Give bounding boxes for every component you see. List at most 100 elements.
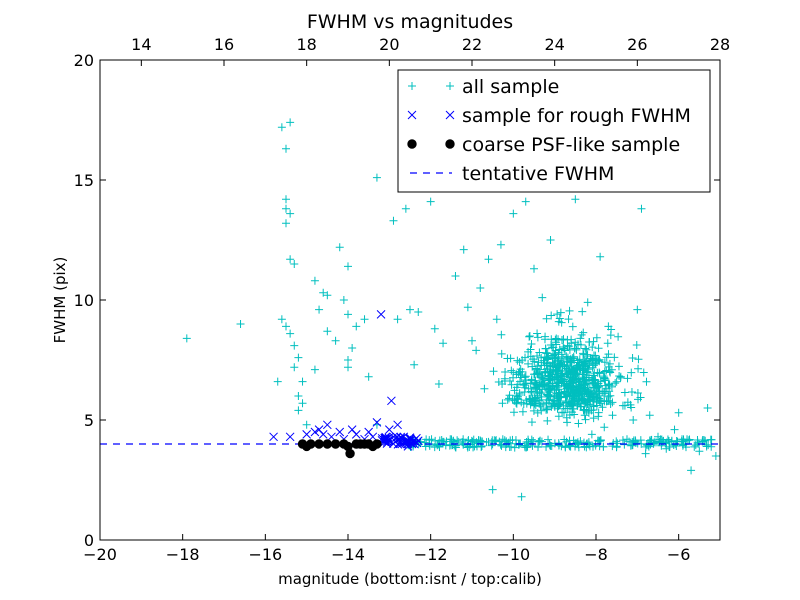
data-point-all-sample [557,318,566,327]
data-point-all-sample [563,335,572,344]
data-point-all-sample [530,399,539,408]
data-point-rough-fwhm [387,396,396,406]
data-point-all-sample [641,449,650,458]
data-point-all-sample [497,441,506,450]
y-tick-label: 10 [74,291,94,310]
data-point-all-sample [574,397,583,406]
data-point-all-sample [527,340,536,349]
data-point-all-sample [642,377,651,386]
data-point-all-sample [290,260,299,268]
data-point-all-sample [577,330,586,339]
data-point-all-sample [547,311,556,320]
data-point-all-sample [628,353,637,362]
data-point-all-sample [310,365,319,374]
data-point-all-sample [590,369,599,378]
data-point-all-sample [538,293,547,302]
data-point-rough-fwhm [384,425,394,434]
data-point-all-sample [534,369,543,378]
data-point-all-sample [524,359,533,368]
data-point-all-sample [290,363,299,372]
data-point-all-sample [533,408,542,417]
data-point-all-sample [515,358,524,367]
data-point-all-sample [553,366,562,375]
data-point-all-sample [500,374,509,383]
data-point-all-sample [497,330,506,339]
data-point-all-sample [527,387,536,396]
data-point-all-sample [573,374,582,383]
data-point-all-sample [555,388,564,397]
data-point-all-sample [632,340,641,349]
data-point-all-sample [598,403,607,412]
data-point-all-sample [556,308,565,317]
x-axis-label: magnitude (bottom:isnt / top:calib) [278,570,542,588]
data-point-all-sample [425,436,434,445]
data-point-all-sample [588,397,597,406]
data-point-all-sample [695,447,704,456]
data-point-all-sample [552,368,561,377]
data-point-all-sample [560,387,569,396]
data-point-all-sample [542,314,551,323]
data-point-all-sample [581,397,590,406]
data-point-all-sample [453,436,462,445]
data-point-rough-fwhm [372,418,382,427]
data-point-all-sample [566,392,575,401]
top-x-tick-label: 18 [296,35,316,54]
data-point-all-sample [498,399,507,408]
data-point-all-sample [512,391,521,400]
data-point-all-sample [505,394,514,403]
data-point-all-sample [677,437,686,446]
data-point-all-sample [406,305,414,314]
data-point-all-sample [519,380,528,389]
data-point-rough-fwhm [413,436,423,446]
plot-content [100,111,720,501]
top-x-tick-label: 20 [379,35,399,54]
data-point-all-sample [352,322,361,331]
data-point-all-sample [616,373,625,382]
data-point-all-sample [508,435,517,444]
x-tick-label: −20 [83,545,117,564]
data-point-all-sample [592,401,601,410]
data-point-psf-like [322,439,333,449]
data-point-rough-fwhm [335,427,345,437]
x-tick-label: −12 [414,545,448,564]
data-point-all-sample [530,264,538,273]
data-point-all-sample [507,442,516,451]
data-point-all-sample [604,392,613,401]
data-point-rough-fwhm [396,432,406,442]
data-point-all-sample [323,291,332,300]
data-point-all-sample [550,359,559,368]
data-point-all-sample [565,441,574,450]
data-point-all-sample [589,383,598,392]
data-point-all-sample [543,416,552,425]
data-point-all-sample [451,272,460,280]
data-point-all-sample [533,329,542,338]
data-point-all-sample [344,262,352,271]
data-point-all-sample [588,343,597,352]
data-point-all-sample [512,370,521,379]
data-point-rough-fwhm [269,432,278,442]
data-point-all-sample [393,315,402,324]
data-point-all-sample [331,336,340,345]
data-point-all-sample [614,332,623,341]
data-point-all-sample [433,441,442,450]
data-point-all-sample [600,358,609,367]
data-point-all-sample [588,374,597,383]
data-point-all-sample [530,378,539,387]
data-point-all-sample [557,369,566,378]
top-x-tick-label: 24 [544,35,564,54]
data-point-all-sample [548,400,557,409]
data-point-all-sample [627,403,636,412]
data-point-all-sample [512,383,521,392]
data-point-rough-fwhm [322,420,332,430]
data-point-all-sample [560,346,569,355]
data-point-rough-fwhm [310,427,320,437]
data-point-all-sample [282,204,290,213]
data-point-all-sample [702,440,711,449]
data-point-all-sample [555,314,564,323]
data-point-all-sample [670,425,679,434]
legend-label: coarse PSF-like sample [462,134,680,156]
data-point-all-sample [335,243,344,252]
data-point-all-sample [426,197,435,206]
data-point-all-sample [517,492,526,501]
data-point-all-sample [477,441,486,450]
